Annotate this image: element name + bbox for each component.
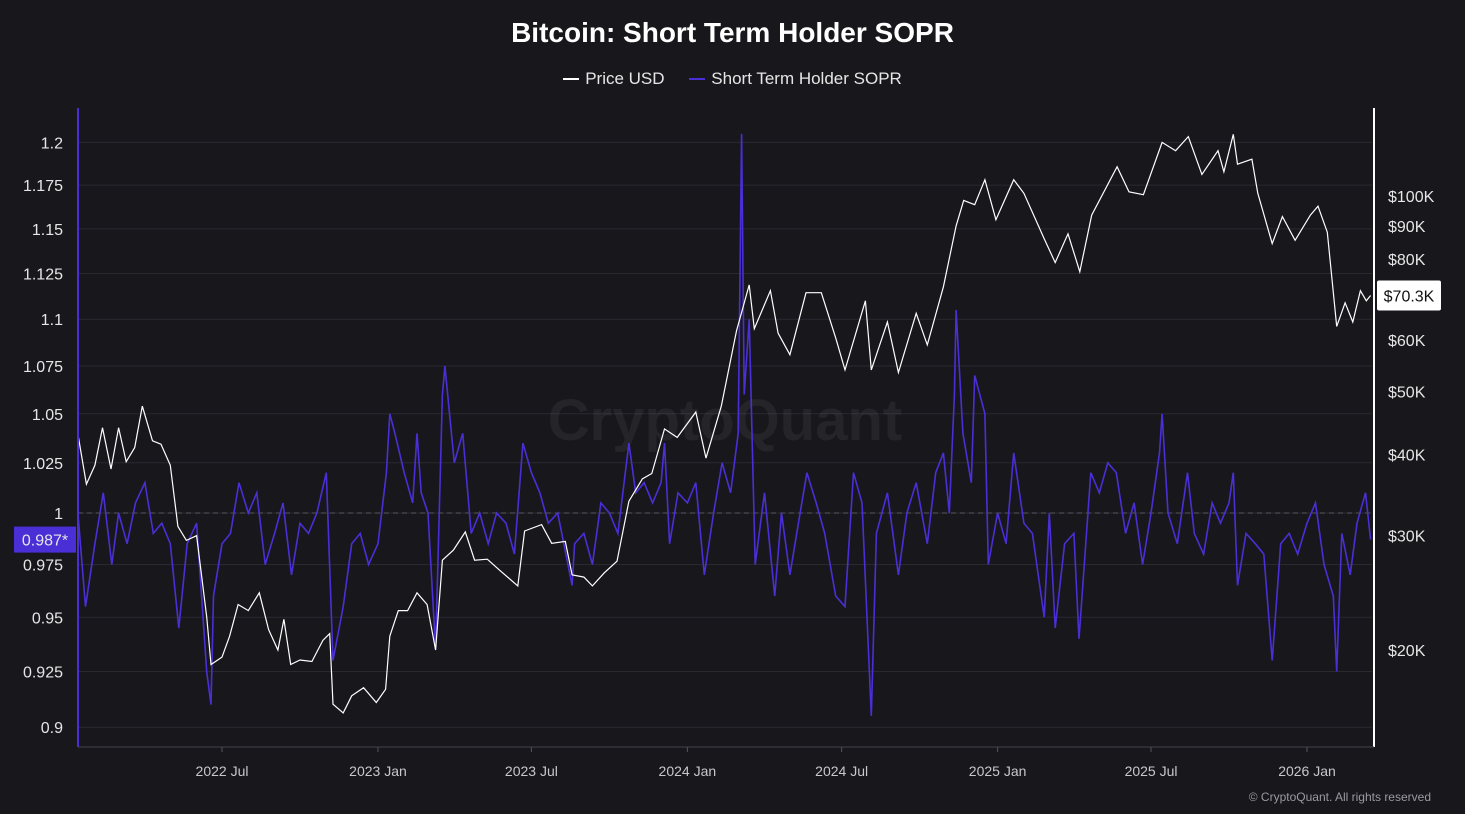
left-tick-label: 1.125 xyxy=(23,267,63,284)
legend-item-sopr[interactable]: Short Term Holder SOPR xyxy=(689,69,902,89)
right-tick-label: $30K xyxy=(1388,529,1426,546)
left-tick-label: 1.075 xyxy=(23,359,63,376)
left-tick-label: 0.9 xyxy=(41,720,63,737)
sopr-current-badge xyxy=(14,526,76,553)
left-tick-label: 1.2 xyxy=(41,135,63,152)
right-tick-label: $50K xyxy=(1388,385,1426,402)
sopr-line xyxy=(77,133,1372,716)
x-tick-label: 2022 Jul xyxy=(196,763,249,779)
left-tick-label: 1.05 xyxy=(32,407,63,424)
legend-label-sopr: Short Term Holder SOPR xyxy=(711,69,902,88)
left-tick-label: 1.175 xyxy=(23,178,63,195)
x-tick-label: 2023 Jan xyxy=(349,763,407,779)
left-tick-label: 1.15 xyxy=(32,222,63,239)
price-current-label: $70.3K xyxy=(1384,289,1435,306)
x-tick-label: 2023 Jul xyxy=(505,763,558,779)
x-tick-label: 2025 Jan xyxy=(969,763,1027,779)
credit-text: © CryptoQuant. All rights reserved xyxy=(1248,790,1431,804)
legend-item-price[interactable]: Price USD xyxy=(563,69,665,89)
right-tick-label: $20K xyxy=(1388,643,1426,660)
legend-label-price: Price USD xyxy=(585,69,665,88)
x-tick-label: 2026 Jan xyxy=(1278,763,1336,779)
price-line xyxy=(77,134,1372,714)
left-tick-label: 0.925 xyxy=(23,664,63,681)
x-tick-label: 2024 Jul xyxy=(815,763,868,779)
chart-title: Bitcoin: Short Term Holder SOPR xyxy=(511,17,954,48)
right-tick-label: $100K xyxy=(1388,189,1435,206)
sopr-swatch xyxy=(689,78,706,80)
left-tick-label: 0.95 xyxy=(32,610,63,627)
x-tick-label: 2024 Jan xyxy=(659,763,717,779)
left-tick-label: 0.975 xyxy=(23,557,63,574)
watermark: CryptoQuant xyxy=(548,388,902,453)
price-swatch xyxy=(563,78,580,80)
x-tick-label: 2025 Jul xyxy=(1125,763,1178,779)
right-tick-label: $60K xyxy=(1388,333,1426,350)
left-tick-label: 1.1 xyxy=(41,312,63,329)
right-tick-label: $80K xyxy=(1388,252,1426,269)
right-tick-label: $90K xyxy=(1388,219,1426,236)
price-current-badge xyxy=(1377,280,1441,311)
legend: Price USD Short Term Holder SOPR xyxy=(0,65,1465,89)
left-tick-label: 1 xyxy=(54,506,63,523)
left-tick-label: 1.025 xyxy=(23,456,63,473)
sopr-current-label: 0.987* xyxy=(22,533,68,550)
right-tick-label: $40K xyxy=(1388,448,1426,465)
